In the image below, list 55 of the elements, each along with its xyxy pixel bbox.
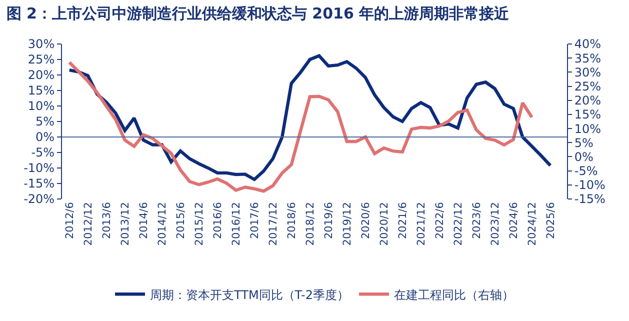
x-tick-label: 2019/6 <box>322 202 335 240</box>
x-tick-label: 2018/6 <box>286 202 298 240</box>
x-tick-label: 2016/6 <box>212 202 224 240</box>
x-tick-label: 2024/6 <box>508 202 520 240</box>
x-tick-label: 2016/12 <box>230 202 242 246</box>
x-tick-label: 2021/6 <box>396 202 409 240</box>
y-tick-label: 10% <box>28 99 55 114</box>
x-tick-label: 2020/6 <box>360 202 372 240</box>
x-tick-label: 2015/12 <box>193 202 206 246</box>
x-tick-label: 2012/12 <box>82 202 94 246</box>
y-tick-label: 5% <box>36 114 55 129</box>
line-series <box>68 60 534 193</box>
chart-title: 图 2：上市公司中游制造行业供给缓和状态与 2016 年的上游周期非常接近 <box>6 4 510 23</box>
x-tick-label: 2019/12 <box>341 202 354 246</box>
y2-tick-label: 10% <box>574 122 602 136</box>
y2-tick-label: 25% <box>574 79 602 94</box>
x-tick-label: 2014/12 <box>156 202 168 246</box>
y2-tick-label: 30% <box>574 65 602 80</box>
y-tick-label: 30% <box>28 37 55 52</box>
y-tick-label: -5% <box>31 146 55 160</box>
x-tick-label: 2017/6 <box>248 202 261 240</box>
y2-tick-label: 0% <box>574 150 594 164</box>
x-tick-label: 2023/6 <box>470 202 483 240</box>
y2-tick-label: -5% <box>574 164 598 178</box>
x-tick-label: 2020/12 <box>378 202 390 246</box>
y-tick-label: 15% <box>28 84 55 98</box>
x-tick-label: 2013/12 <box>119 202 132 246</box>
y-tick-label: -10% <box>24 161 55 176</box>
x-tick-label: 2013/6 <box>100 202 113 240</box>
x-tick-label: 2024/12 <box>526 202 538 246</box>
y2-tick-label: 5% <box>574 136 594 150</box>
y2-tick-label: 40% <box>574 37 602 52</box>
x-tick-label: 2023/12 <box>489 202 502 246</box>
y2-tick-label: 15% <box>574 108 602 122</box>
x-tick-label: 2017/12 <box>267 202 280 246</box>
y-tick-label: 0% <box>36 130 55 144</box>
y-tick-label: -15% <box>24 176 55 191</box>
y2-tick-label: 35% <box>574 51 602 66</box>
x-tick-label: 2012/6 <box>64 202 76 240</box>
x-tick-label: 2018/12 <box>304 202 316 246</box>
y2-tick-label: 20% <box>574 94 602 108</box>
y2-tick-label: -10% <box>574 178 606 192</box>
legend-label: 周期：资本开支TTM同比（T-2季度） <box>150 288 349 302</box>
x-tick-label: 2022/12 <box>452 202 464 246</box>
y-tick-label: 20% <box>28 68 55 82</box>
x-tick-label: 2015/6 <box>174 202 187 240</box>
x-tick-label: 2025/6 <box>544 202 557 240</box>
y-tick-label: 25% <box>28 52 55 67</box>
y-tick-label: -20% <box>24 192 55 206</box>
line-series <box>68 54 552 182</box>
x-tick-label: 2022/6 <box>434 202 446 240</box>
legend-label: 在建工程同比（右轴） <box>394 288 514 302</box>
y2-tick-label: -15% <box>574 192 606 206</box>
x-tick-label: 2014/6 <box>138 202 150 240</box>
x-tick-label: 2021/12 <box>415 202 428 246</box>
